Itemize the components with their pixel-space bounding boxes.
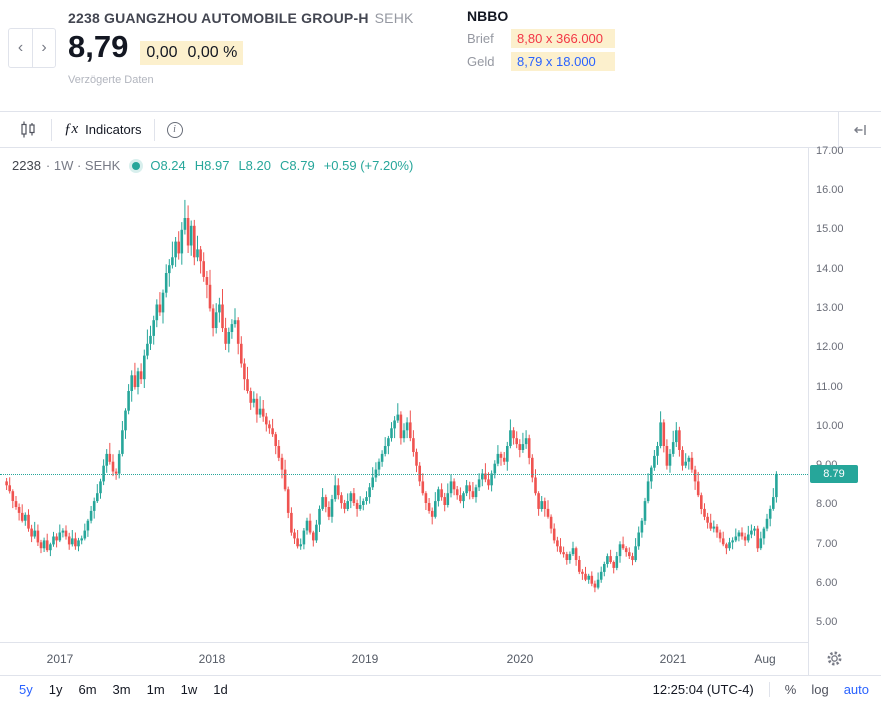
legend-interval-exchange: · 1W · SEHK	[45, 158, 121, 173]
auto-scale-button[interactable]: auto	[843, 682, 869, 697]
collapse-panel-button[interactable]	[843, 116, 877, 144]
price-tick-label: 16.00	[816, 184, 844, 196]
ask-value: 8,80 x 366.000	[511, 29, 615, 48]
price-tick-label: 6.00	[816, 577, 838, 589]
toolbar-right	[838, 111, 881, 148]
candlestick-style-icon	[21, 121, 35, 137]
last-price-line	[0, 474, 808, 475]
nbbo-panel: NBBO Brief 8,80 x 366.000 Geld 8,79 x 18…	[467, 8, 615, 71]
price-tick-label: 15.00	[816, 223, 844, 235]
range-button-1d[interactable]: 1d	[213, 682, 228, 697]
last-price-badge: 8.79	[810, 465, 858, 483]
price-row: 8,79 0,00 0,00 %	[68, 29, 244, 65]
log-scale-button[interactable]: log	[811, 682, 829, 697]
clock-label[interactable]: 12:25:04 (UTC-4)	[652, 682, 754, 697]
chart-info-button[interactable]: i	[158, 116, 192, 144]
change-percent: 0,00 %	[187, 44, 238, 61]
bottom-toolbar: 5y 1y 6m 3m 1m 1w 1d 12:25:04 (UTC-4) % log au…	[0, 675, 881, 703]
symbol-exchange-label: SEHK	[374, 10, 414, 26]
change-value: 0,00	[146, 44, 178, 61]
chart-settings-button[interactable]	[826, 650, 843, 672]
legend-low: L8.20	[238, 158, 271, 173]
price-tick-label: 13.00	[816, 302, 844, 314]
range-button-3m[interactable]: 3m	[112, 682, 131, 697]
range-button-1w[interactable]: 1w	[180, 682, 198, 697]
price-tick-label: 5.00	[816, 616, 838, 628]
footer-right: 12:25:04 (UTC-4) % log auto	[653, 682, 869, 697]
percent-scale-button[interactable]: %	[784, 682, 797, 697]
delayed-data-label: Verzögerte Daten	[68, 74, 154, 86]
chart-toolbar: ƒx Indicators i	[0, 111, 881, 148]
legend-close: C8.79	[280, 158, 315, 173]
range-button-1y[interactable]: 1y	[48, 682, 63, 697]
legend-high: H8.97	[194, 158, 230, 173]
chart-style-button[interactable]	[8, 116, 48, 144]
symbol-title: 2238 GUANGZHOU AUTOMOBILE GROUP-H SEHK	[68, 10, 414, 26]
legend-ohlc: O8.24 H8.97 L8.20 C8.79 +0.59 (+7.20%)	[150, 158, 413, 173]
next-symbol-button[interactable]: ›	[32, 29, 55, 67]
chart-plot[interactable]: 2238 · 1W · SEHK O8.24 H8.97 L8.20 C8.79…	[0, 148, 808, 643]
time-tick-label: 2020	[506, 652, 534, 666]
price-tick-label: 8.00	[816, 498, 838, 510]
legend-open: O8.24	[150, 158, 186, 173]
time-tick-label: 2021	[659, 652, 687, 666]
range-button-1m[interactable]: 1m	[146, 682, 165, 697]
time-axis[interactable]: 2017 2018 2019 2020 2021 Aug	[0, 643, 808, 675]
footer-separator	[768, 682, 770, 697]
price-tick-label: 11.00	[816, 381, 843, 393]
nbbo-title: NBBO	[467, 8, 509, 24]
time-tick-label: Aug	[754, 652, 776, 666]
prev-symbol-button[interactable]: ‹	[17, 39, 24, 56]
price-axis[interactable]: 17.00 16.00 15.00 14.00 13.00 12.00 11.00 10.00…	[808, 145, 881, 675]
last-price-large: 8,79	[68, 29, 129, 64]
info-icon: i	[166, 121, 183, 138]
chart-area: 2238 · 1W · SEHK O8.24 H8.97 L8.20 C8.79…	[0, 145, 881, 675]
time-tick-label: 2018	[198, 652, 226, 666]
collapse-panel-icon	[854, 124, 866, 135]
indicators-label: Indicators	[85, 122, 142, 137]
toolbar-separator	[153, 118, 155, 141]
price-tick-label: 7.00	[816, 538, 838, 550]
quote-header: ‹ › 2238 GUANGZHOU AUTOMOBILE GROUP-H SEH…	[0, 0, 881, 112]
price-tick-label: 12.00	[816, 341, 844, 353]
gear-icon	[827, 651, 842, 666]
market-status-dot	[132, 161, 141, 170]
price-tick-label: 10.00	[816, 420, 844, 432]
time-tick-label: 2019	[351, 652, 379, 666]
range-button-6m[interactable]: 6m	[78, 682, 97, 697]
legend-change: +0.59 (+7.20%)	[323, 158, 414, 173]
fx-icon: ƒx	[64, 121, 79, 137]
symbol-nav: ‹ ›	[8, 28, 56, 68]
price-change-flash: 0,00 0,00 %	[140, 41, 244, 65]
nbbo-ask-row: Brief 8,80 x 366.000	[467, 29, 615, 48]
bid-label: Geld	[467, 54, 495, 69]
indicators-button[interactable]: ƒx Indicators	[55, 116, 151, 144]
symbol-name: 2238 GUANGZHOU AUTOMOBILE GROUP-H	[68, 10, 369, 26]
range-button-5y[interactable]: 5y	[19, 682, 33, 697]
candlestick-chart[interactable]	[0, 148, 808, 643]
price-tick-label: 17.00	[816, 145, 844, 157]
chart-legend: 2238 · 1W · SEHK O8.24 H8.97 L8.20 C8.79…	[12, 158, 413, 173]
time-tick-label: 2017	[46, 652, 74, 666]
legend-symbol[interactable]: 2238	[12, 158, 41, 173]
toolbar-separator	[51, 118, 52, 141]
ask-label: Brief	[467, 31, 494, 46]
price-tick-label: 14.00	[816, 263, 844, 275]
nbbo-bid-row: Geld 8,79 x 18.000	[467, 52, 615, 71]
range-buttons: 5y 1y 6m 3m 1m 1w 1d	[12, 680, 235, 699]
bid-value: 8,79 x 18.000	[511, 52, 615, 71]
